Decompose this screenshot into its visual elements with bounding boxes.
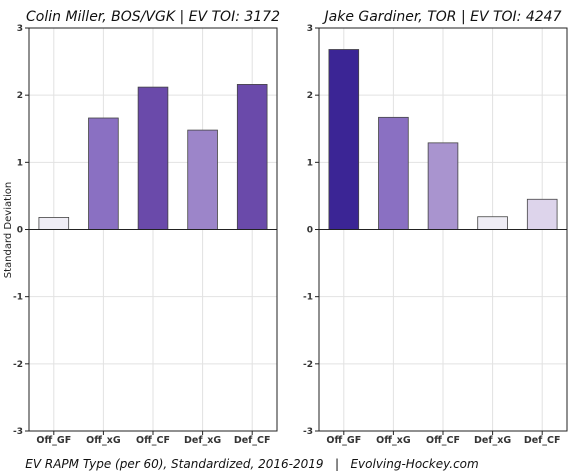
y-tick-label: 2 [307, 91, 313, 101]
y-tick-label: 2 [17, 91, 23, 101]
bar-off-xg [378, 116, 409, 230]
y-axis-label: Standard Deviation [3, 182, 14, 279]
x-tick-label: Off_xG [376, 435, 411, 446]
bar-off-gf [328, 49, 360, 230]
bar-def-xg [187, 129, 218, 230]
bar-def-cf [236, 84, 268, 230]
x-tick-label: Def_CF [234, 435, 271, 446]
y-tick-label: -3 [13, 427, 23, 437]
bar-off-cf [427, 142, 459, 230]
x-tick-label: Def_xG [474, 435, 511, 446]
chart-panel-1: Colin Miller, BOS/VGK | EV TOI: 3172 -3 -2… [13, 9, 280, 446]
x-tick-label: Off_GF [36, 435, 71, 446]
x-tick-label: Def_xG [184, 435, 221, 446]
x-tick-label: Def_CF [524, 435, 561, 446]
bar-def-xg [477, 216, 508, 230]
bar-def-cf [526, 198, 558, 230]
y-tick-label: -3 [303, 427, 313, 437]
chart-panel-2: Jake Gardiner, TOR | EV TOI: 4247 -3 -2 -1 0… [303, 9, 568, 446]
y-tick-label: 0 [307, 226, 313, 236]
y-tick-label: 0 [17, 226, 23, 236]
bar-off-cf [137, 86, 169, 230]
figure-caption: EV RAPM Type (per 60), Standardized, 201… [25, 457, 478, 471]
y-tick-label: 3 [17, 24, 23, 34]
y-tick-label: 1 [307, 158, 313, 168]
panel-title: Jake Gardiner, TOR | EV TOI: 4247 [322, 9, 562, 25]
x-tick-label: Off_CF [426, 435, 460, 446]
bar-off-gf [38, 217, 70, 230]
x-tick-label: Off_GF [326, 435, 361, 446]
y-tick-label: -2 [13, 360, 23, 370]
y-tick-label: 3 [307, 24, 313, 34]
x-tick-label: Off_xG [86, 435, 121, 446]
x-tick-label: Off_CF [136, 435, 170, 446]
y-tick-label: 1 [17, 158, 23, 168]
panel-title: Colin Miller, BOS/VGK | EV TOI: 3172 [26, 9, 280, 25]
bar-off-xg [88, 117, 119, 230]
y-tick-label: -1 [303, 293, 313, 303]
y-tick-label: -2 [303, 360, 313, 370]
y-tick-label: -1 [13, 293, 23, 303]
